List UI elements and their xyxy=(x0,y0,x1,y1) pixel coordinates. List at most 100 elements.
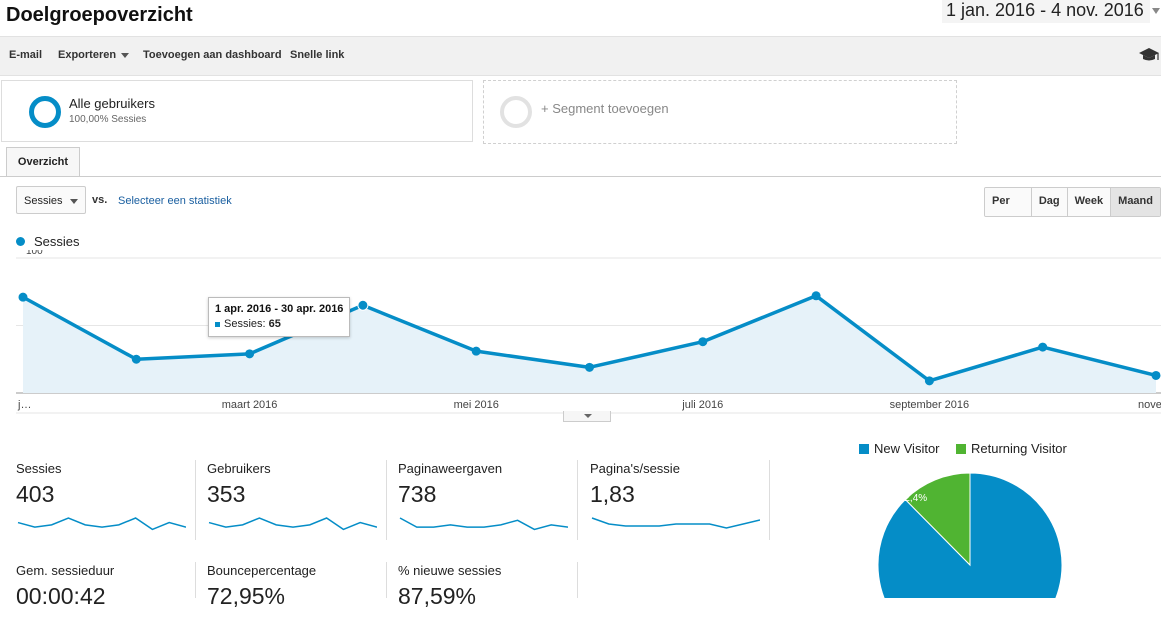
metric-label: Pagina's/sessie xyxy=(590,461,680,476)
data-point xyxy=(245,349,255,359)
x-tick-label: mei 2016 xyxy=(454,399,499,411)
data-point xyxy=(811,291,821,301)
segment-name: Alle gebruikers xyxy=(69,96,155,111)
metric-new-sessions[interactable]: % nieuwe sessies 87,59% xyxy=(398,563,589,643)
tooltip-range: 1 apr. 2016 - 30 apr. 2016 xyxy=(215,303,344,315)
tab-overview[interactable]: Overzicht xyxy=(6,147,80,177)
select-statistic-link[interactable]: Selecteer een statistiek xyxy=(118,195,232,207)
metric-select-value: Sessies xyxy=(24,195,63,207)
pie-legend-label: Returning Visitor xyxy=(971,441,1067,456)
metric-divider xyxy=(577,562,578,598)
pie-slice xyxy=(904,472,971,567)
data-point xyxy=(357,299,369,311)
date-range-picker[interactable]: 1 jan. 2016 - 4 nov. 2016 xyxy=(942,0,1150,23)
granularity-toggle: Per uur Dag Week Maand xyxy=(984,187,1161,217)
page-title: Doelgroepoverzicht xyxy=(6,4,193,26)
tooltip-series-marker xyxy=(215,321,220,327)
pie-legend-returning[interactable]: Returning Visitor xyxy=(956,441,1067,456)
series-legend-marker xyxy=(16,237,25,246)
data-point xyxy=(1151,370,1161,380)
pie-slice-label: 12,4% xyxy=(899,493,927,504)
tooltip-value: 65 xyxy=(268,318,281,330)
x-tick-label: maart 2016 xyxy=(222,399,278,411)
metric-divider xyxy=(386,562,387,598)
data-point xyxy=(1038,342,1048,352)
metric-sparkline xyxy=(17,517,186,531)
chevron-down-icon xyxy=(121,52,130,58)
data-point xyxy=(698,337,708,347)
granularity-day-button[interactable]: Dag xyxy=(1031,188,1068,216)
chart-tooltip: 1 apr. 2016 - 30 apr. 2016 Sessies: 65 xyxy=(208,297,350,337)
export-label: Exporteren xyxy=(58,49,117,61)
granularity-month-button[interactable]: Maand xyxy=(1111,188,1160,216)
legend-swatch xyxy=(956,444,966,454)
metric-value: 00:00:42 xyxy=(16,583,106,609)
metric-bounce-rate[interactable]: Bouncepercentage 72,95% xyxy=(207,563,398,643)
segment-all-users[interactable]: Alle gebruikers 100,00% Sessies xyxy=(1,80,473,142)
pie-slice xyxy=(877,472,1063,598)
add-segment-label: + Segment toevoegen xyxy=(541,101,669,116)
metric-divider xyxy=(577,460,578,540)
granularity-hour-button[interactable]: Per uur xyxy=(985,188,1032,216)
metric-sessions[interactable]: Sessies 403 xyxy=(16,461,207,541)
metric-users[interactable]: Gebruikers 353 xyxy=(207,461,398,541)
pie-legend-new[interactable]: New Visitor xyxy=(859,441,940,456)
metric-value: 353 xyxy=(207,481,246,507)
metric-label: Gem. sessieduur xyxy=(16,563,115,578)
chevron-down-icon xyxy=(584,414,592,418)
y-tick-label: 100 xyxy=(26,250,43,257)
data-point xyxy=(131,354,141,364)
metric-label: Paginaweergaven xyxy=(398,461,503,476)
add-to-dashboard-button[interactable]: Toevoegen aan dashboard xyxy=(143,49,282,61)
metric-sparkline xyxy=(591,517,760,529)
x-tick-label: september 2016 xyxy=(890,399,970,411)
report-toolbar: E-mail Exporteren Toevoegen aan dashboar… xyxy=(0,36,1161,76)
legend-swatch xyxy=(859,444,869,454)
metric-divider xyxy=(386,460,387,540)
data-point xyxy=(924,376,934,386)
tooltip-label: Sessies: xyxy=(224,318,266,330)
data-point xyxy=(18,292,28,302)
metric-label: Sessies xyxy=(16,461,62,476)
granularity-week-button[interactable]: Week xyxy=(1067,188,1112,216)
metric-label: Bouncepercentage xyxy=(207,563,317,578)
metric-label: % nieuwe sessies xyxy=(398,563,502,578)
sparkline-path xyxy=(591,517,760,529)
metric-value: 1,83 xyxy=(590,481,635,507)
x-tick-label: juli 2016 xyxy=(681,399,723,411)
metric-value: 72,95% xyxy=(207,583,286,609)
sparkline-path xyxy=(17,517,186,531)
chevron-down-icon[interactable] xyxy=(1152,8,1160,14)
segment-subtext: 100,00% Sessies xyxy=(69,114,147,125)
data-point xyxy=(585,362,594,372)
chart-expand-handle[interactable] xyxy=(563,411,611,422)
metric-divider xyxy=(769,460,770,540)
series-legend-label[interactable]: Sessies xyxy=(34,234,80,249)
metric-sparkline xyxy=(399,517,568,531)
metric-pages-per-session[interactable]: Pagina's/sessie 1,83 xyxy=(590,461,781,541)
x-tick-label: nove xyxy=(1138,399,1161,411)
graduation-cap-icon[interactable] xyxy=(1138,46,1160,64)
chevron-down-icon xyxy=(70,199,78,204)
sparkline-path xyxy=(399,517,568,531)
sparkline-path xyxy=(208,517,377,531)
add-segment-button[interactable]: + Segment toevoegen xyxy=(483,80,957,144)
tab-divider xyxy=(0,176,1161,177)
segment-ring-icon xyxy=(29,96,61,128)
metric-select[interactable]: Sessies xyxy=(16,186,86,214)
metric-sparkline xyxy=(208,517,377,531)
visitor-type-pie-chart[interactable]: 12,4% xyxy=(860,460,1100,598)
metric-pageviews[interactable]: Paginaweergaven 738 xyxy=(398,461,589,541)
email-button[interactable]: E-mail xyxy=(9,49,43,61)
metric-avg-session-duration[interactable]: Gem. sessieduur 00:00:42 xyxy=(16,563,207,643)
metric-divider xyxy=(195,562,196,598)
tooltip-row: Sessies: 65 xyxy=(215,318,349,330)
x-tick-label: j… xyxy=(17,399,31,411)
vs-label: vs. xyxy=(92,194,108,206)
empty-segment-ring-icon xyxy=(500,96,532,128)
export-button[interactable]: Exporteren xyxy=(58,49,130,61)
metric-value: 403 xyxy=(16,481,55,507)
quick-link-button[interactable]: Snelle link xyxy=(290,49,345,61)
series-area xyxy=(23,295,1156,393)
